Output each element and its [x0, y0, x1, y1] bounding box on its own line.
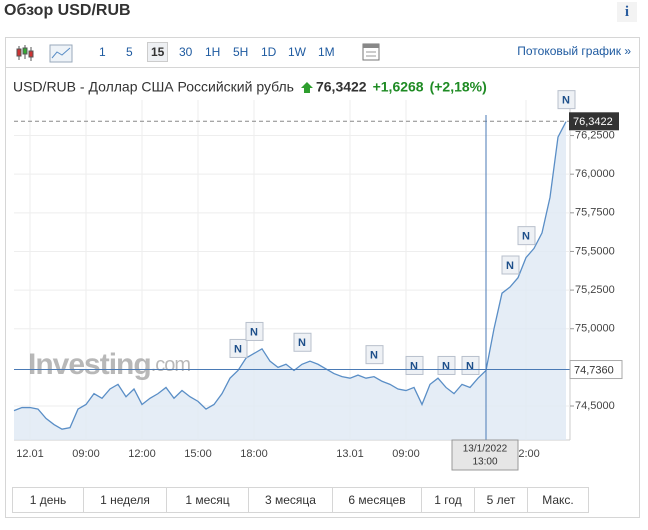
change-percent: (+2,18%): [430, 79, 487, 95]
line: [13, 121, 567, 430]
news-marker-label: N: [562, 95, 570, 107]
x-tick-label: 09:00: [72, 448, 100, 460]
up-arrow: [300, 82, 313, 93]
crosshair-x-box: [451, 439, 519, 471]
y-tick-label: 75,2500: [575, 284, 615, 296]
y-tick-label: 75,5000: [575, 245, 615, 257]
y-tick-label: 74,5000: [575, 400, 615, 412]
range-button[interactable]: 1 год: [422, 488, 475, 512]
y-tick-label: 76,2500: [575, 129, 615, 141]
interval-button[interactable]: 1D: [261, 45, 277, 59]
x-tick-label: 12:00: [512, 448, 540, 460]
news-marker-label: N: [506, 260, 514, 272]
range-button[interactable]: 1 месяц: [167, 488, 249, 512]
spacer: [360, 8, 361, 9]
x-tick-label: 09:00: [392, 448, 420, 460]
interval-button[interactable]: 1M: [318, 45, 335, 59]
news-marker: [245, 321, 264, 341]
chart-frame: [5, 67, 640, 518]
x-tick-label: 12.01: [16, 448, 44, 460]
news-marker: [229, 338, 248, 358]
news-marker-label: N: [442, 360, 450, 372]
y-tick-label: 75,7500: [575, 207, 615, 219]
range-button[interactable]: 3 месяца: [249, 488, 333, 512]
interval-button[interactable]: 1H: [205, 45, 221, 59]
range-button[interactable]: 5 лет: [475, 488, 528, 512]
interval-button[interactable]: 30: [179, 45, 193, 59]
news-marker-label: N: [298, 337, 306, 349]
news-marker-label: N: [234, 343, 242, 355]
news-marker: [557, 90, 576, 110]
x-tick-label: 12:00: [128, 448, 156, 460]
news-marker-label: N: [522, 231, 530, 243]
news-marker-label: N: [410, 360, 418, 372]
range-button[interactable]: 6 месяцев: [333, 488, 422, 512]
news-marker: [293, 332, 312, 352]
area: [14, 121, 566, 441]
range-button[interactable]: 1 день: [13, 488, 84, 512]
crosshair-y-box: [569, 360, 623, 380]
watermark-brand: Investing: [28, 348, 151, 381]
interval-button[interactable]: 5: [126, 45, 133, 59]
news-marker-label: N: [466, 360, 474, 372]
y-tick-label: 75,0000: [575, 323, 615, 335]
news-marker: [501, 255, 520, 275]
news-marker-label: N: [250, 326, 258, 338]
settings-icon[interactable]: [361, 42, 381, 62]
interval-button[interactable]: 15: [147, 42, 169, 62]
crosshair-time: 13:00: [472, 457, 497, 468]
range-button[interactable]: Макс.: [528, 488, 589, 512]
chart-title: USD/RUB - Доллар США Российский рубль: [13, 79, 294, 95]
crosshair-y-label: 74,7360: [574, 364, 614, 376]
area-icon[interactable]: [49, 44, 73, 63]
last-price-box: [569, 112, 619, 131]
stream-link[interactable]: Потоковый график »: [517, 44, 631, 58]
range-buttons: 1 день 1 неделя 1 месяц 3 месяца 6 месяцев 1 …: [12, 487, 589, 513]
news-marker: [517, 226, 536, 246]
info-button[interactable]: i: [617, 2, 637, 22]
chart-type-icons: [16, 44, 73, 63]
change: +1,6268: [373, 79, 424, 95]
range-button[interactable]: 1 неделя: [84, 488, 167, 512]
chart: USD/RUB - Доллар США Российский рубль 76,…: [13, 8, 623, 471]
toolbar: Потоковый график » 1 5 15 30 1H 5H 1D 1W 1M: [5, 37, 640, 68]
watermark-suffix: .com: [151, 354, 191, 376]
crosshair-date: 13/1/2022: [463, 444, 508, 455]
x-tick-label: 13.01: [336, 448, 364, 460]
x-tick-label: 15:00: [184, 448, 212, 460]
interval-button[interactable]: 1W: [288, 45, 306, 59]
price: 76,3422: [316, 79, 367, 95]
last-price-label: 76,3422: [573, 116, 613, 128]
interval-button[interactable]: 5H: [233, 45, 249, 59]
candle-icon: [16, 45, 34, 61]
y-tick-label: 76,0000: [575, 168, 615, 180]
page-title: Обзор USD/RUB: [4, 2, 131, 19]
interval-button[interactable]: 1: [99, 45, 106, 59]
x-tick-label: 18:00: [240, 448, 268, 460]
news-marker: [365, 345, 384, 365]
watermark: Investing.com: [28, 348, 190, 381]
news-marker-label: N: [370, 350, 378, 362]
